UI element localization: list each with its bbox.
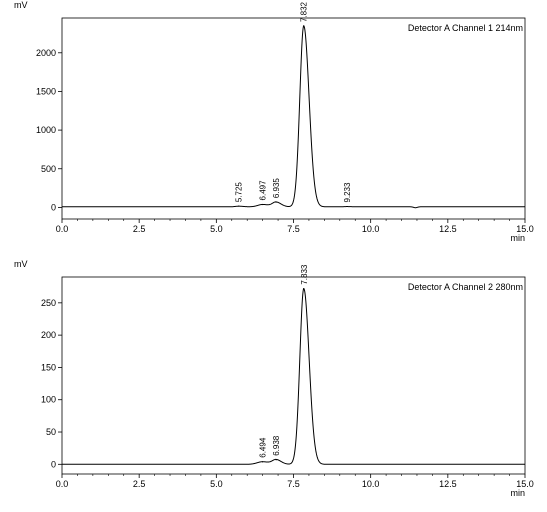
x-tick-label: 12.5	[439, 479, 457, 489]
peak-retention-label: 6.497	[259, 180, 268, 201]
peak-retention-label: 7.832	[300, 1, 309, 22]
x-axis-unit: min	[510, 233, 525, 243]
x-tick-label: 5.0	[210, 479, 223, 489]
y-tick-label: 0	[51, 202, 56, 212]
chromatogram-channel-2: mV min Detector A Channel 2 280nm 0.0 2.5 5.0…	[14, 259, 534, 498]
x-tick-label: 7.5	[287, 224, 300, 234]
peak-retention-label: 6.935	[272, 178, 281, 199]
x-tick-label: 2.5	[133, 479, 146, 489]
x-tick-label: 5.0	[210, 224, 223, 234]
legend-entry: Detector A Channel 1 214nm	[408, 23, 523, 33]
x-tick-label: 2.5	[133, 224, 146, 234]
y-tick-label: 2000	[36, 48, 56, 58]
peak-point	[261, 203, 264, 206]
y-axis-unit: mV	[14, 259, 28, 269]
peak-point	[346, 205, 348, 208]
x-axis-unit: min	[510, 488, 525, 498]
x-tick-label: 0.0	[56, 479, 69, 489]
legend-entry: Detector A Channel 2 280nm	[408, 282, 523, 292]
peak-retention-label: 7.833	[300, 264, 309, 285]
x-tick-label: 7.5	[287, 479, 300, 489]
y-tick-label: 1000	[36, 125, 56, 135]
peak-retention-label: 9.233	[343, 182, 352, 203]
peak-point	[275, 201, 277, 203]
peak-point	[261, 461, 264, 463]
x-tick-label: 15.0	[516, 224, 534, 234]
x-tick-label: 0.0	[56, 224, 69, 234]
chromatogram-trace	[62, 25, 525, 209]
peak-retention-label: 6.494	[258, 437, 267, 458]
peak-point	[238, 205, 240, 207]
y-tick-label: 100	[41, 395, 56, 405]
x-tick-label: 10.0	[362, 479, 380, 489]
peak-point	[275, 459, 277, 461]
x-tick-label: 10.0	[362, 224, 380, 234]
x-tick-label: 12.5	[439, 224, 457, 234]
y-axis-unit: mV	[14, 0, 28, 10]
chromatogram-trace	[62, 288, 525, 465]
y-tick-label: 1500	[36, 86, 56, 96]
y-tick-label: 200	[41, 330, 56, 340]
y-tick-label: 500	[41, 164, 56, 174]
plot-frame	[61, 17, 526, 220]
peak-retention-label: 6.938	[272, 435, 281, 456]
y-tick-label: 150	[41, 362, 56, 372]
peak-retention-label: 5.725	[235, 182, 244, 203]
peak-point	[303, 288, 305, 290]
x-tick-label: 15.0	[516, 479, 534, 489]
chromatogram-channel-1: mV min Detector A Channel 1 214nm 0.0 2.5 5.0…	[14, 0, 534, 243]
y-tick-label: 50	[46, 427, 56, 437]
y-tick-label: 0	[51, 459, 56, 469]
y-tick-label: 250	[41, 298, 56, 308]
plot-frame	[61, 276, 526, 475]
peak-point	[303, 25, 305, 27]
